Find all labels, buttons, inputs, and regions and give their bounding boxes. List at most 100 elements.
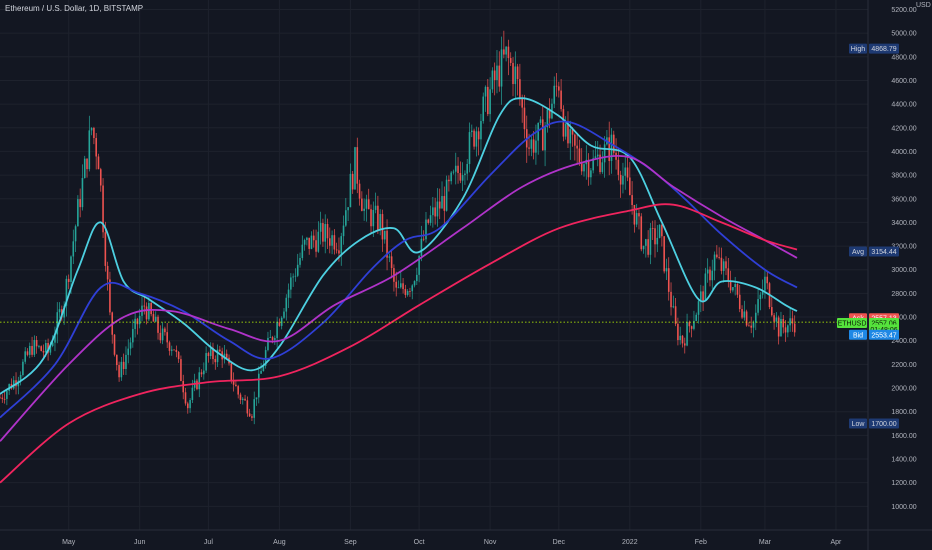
candle-body [260,371,262,374]
candle-body [127,348,130,355]
candle [720,247,723,275]
price-tag-label-bg [849,43,867,54]
candle-body [775,317,778,322]
candle [512,57,514,97]
candle [505,46,507,62]
candle [537,122,540,155]
candle-body [317,231,320,252]
candle-body [782,318,785,328]
candle [677,317,679,346]
candle-body [491,70,494,90]
candle-body [560,90,562,110]
candle-body [351,173,354,190]
candle [79,188,81,218]
candle-body [235,384,237,387]
candle-body [773,315,775,322]
y-tick-label: 5000.00 [891,31,916,38]
candle [567,111,569,148]
candle [509,52,512,67]
candle-body [319,223,322,232]
price-tag-label: High [851,46,866,53]
candle-body [370,209,372,227]
candle-body [413,281,416,286]
candle [306,236,308,246]
candle-body [422,238,425,240]
candle-body [665,268,668,272]
candle-body [404,289,407,295]
candle [734,276,736,296]
candle-body [246,400,249,414]
candle-body [539,119,542,123]
candle [571,127,574,147]
candle-body [184,392,187,404]
candle-body [498,65,501,87]
candle-body [791,318,794,324]
candle-body [764,276,766,291]
candle [159,325,162,344]
candle-body [306,237,308,241]
candle-body [237,386,239,395]
candle [771,297,773,317]
candle-body [766,276,769,284]
candle-body [239,394,242,400]
candle [118,361,120,382]
ma-20-line [0,97,798,395]
candle [232,372,235,392]
candle [413,280,416,288]
candle-body [116,354,118,366]
candle [619,170,622,198]
candle-body [631,195,633,206]
candle-body [640,216,643,250]
candle [596,140,599,167]
candle [496,50,498,94]
candle [397,280,400,289]
candle-body [454,165,457,172]
candle-body [528,147,530,149]
candle-body [496,65,498,81]
candle-body [399,283,402,288]
currency-badge[interactable]: USD [916,2,931,9]
candle-body [285,297,288,312]
candle-body [74,226,77,242]
candle-body [720,257,723,271]
candle [466,159,469,181]
candle-body [33,340,36,355]
candle [702,285,704,312]
candle-body [216,349,219,363]
candle-body [136,318,139,325]
candle-body [592,158,594,171]
candle [28,342,31,359]
candle [335,242,338,254]
candle-body [667,268,670,292]
candle [738,284,741,313]
candle [386,219,388,271]
candle-body [612,134,615,153]
candle-body [51,342,54,346]
candle-body [180,359,182,382]
candle-body [619,174,622,185]
candle-body [196,380,198,390]
candle [658,224,661,239]
candle [686,313,688,347]
price-tag-value-bg [869,418,899,429]
candle-body [88,130,91,170]
y-tick-label: 3200.00 [891,244,916,251]
candle-body [86,158,88,170]
candle-body [276,322,278,339]
price-tag-label-bg [849,329,867,340]
candle [42,344,45,359]
candle-body [65,278,68,306]
candle [745,309,748,327]
candle-body [523,107,526,130]
candle [77,195,79,227]
x-tick-label: Aug [273,539,286,546]
x-tick-label: Nov [484,539,497,546]
candle-body [445,179,448,211]
candle [356,137,359,194]
candle-body [45,343,47,353]
candle-body [200,372,203,375]
x-tick-label: Sep [344,539,357,546]
candle-body [590,170,592,178]
price-tag-value: 1700.00 [871,421,896,428]
